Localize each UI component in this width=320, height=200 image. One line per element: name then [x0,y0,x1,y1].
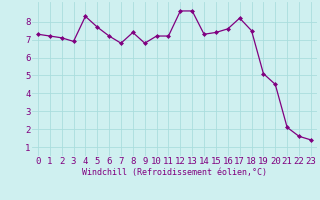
X-axis label: Windchill (Refroidissement éolien,°C): Windchill (Refroidissement éolien,°C) [82,168,267,177]
